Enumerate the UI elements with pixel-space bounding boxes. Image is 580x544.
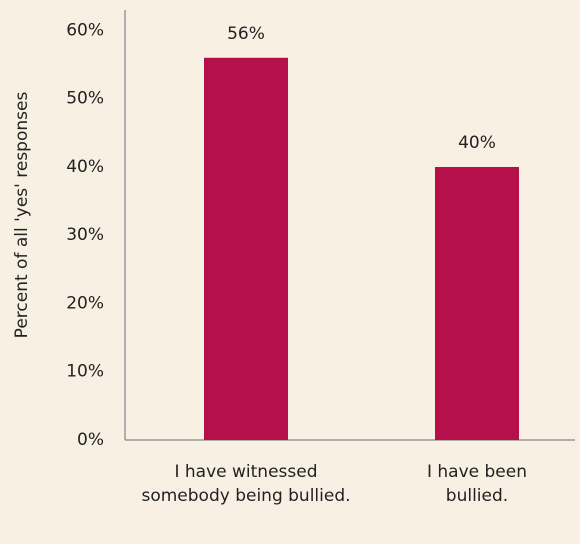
x-tick-label: I have witnessed somebody being bullied. bbox=[141, 462, 351, 506]
y-tick-label: 10% bbox=[66, 362, 104, 382]
bar bbox=[204, 57, 288, 441]
y-tick-label: 40% bbox=[66, 157, 104, 177]
x-tick-label: I have been bullied. bbox=[426, 462, 528, 506]
bar bbox=[435, 166, 519, 440]
y-tick-label: 0% bbox=[77, 430, 104, 450]
y-tick-label: 60% bbox=[66, 20, 104, 40]
y-tick-label: 30% bbox=[66, 225, 104, 245]
y-axis-label: Percent of all 'yes' responses bbox=[12, 92, 32, 339]
value-label: 40% bbox=[458, 133, 496, 153]
y-tick-label: 50% bbox=[66, 89, 104, 109]
y-tick-label: 20% bbox=[66, 293, 104, 313]
value-label: 56% bbox=[227, 24, 265, 44]
